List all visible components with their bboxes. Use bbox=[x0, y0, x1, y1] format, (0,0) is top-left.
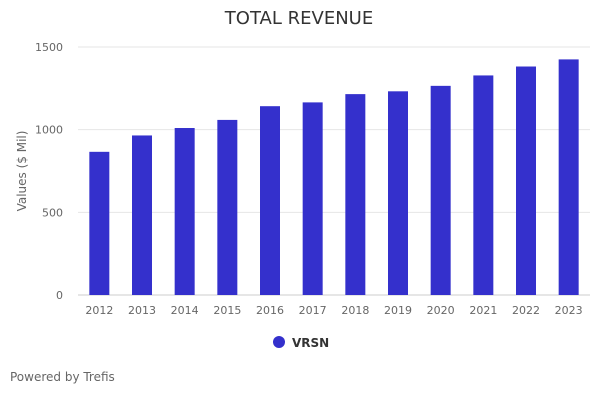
x-axis-ticks: 2012 2013 2014 2015 2016 2017 2018 2019 2020 2021… bbox=[85, 304, 582, 317]
y-axis-ticks: 0 500 1000 1500 bbox=[35, 41, 63, 302]
y-tick-label: 500 bbox=[42, 206, 63, 219]
bar-2014[interactable] bbox=[174, 128, 195, 295]
bar-series-vrsn bbox=[89, 59, 579, 296]
bar-2015[interactable] bbox=[217, 119, 238, 295]
x-tick-label: 2014 bbox=[171, 304, 199, 317]
bar-2023[interactable] bbox=[558, 59, 579, 296]
bar-2019[interactable] bbox=[388, 91, 408, 296]
y-axis-label: Values ($ Mil) bbox=[15, 131, 29, 212]
x-tick-label: 2021 bbox=[469, 304, 497, 317]
x-tick-label: 2020 bbox=[427, 304, 455, 317]
bar-2022[interactable] bbox=[516, 66, 536, 295]
y-tick-label: 1500 bbox=[35, 41, 63, 54]
x-tick-label: 2023 bbox=[555, 304, 583, 317]
bar-2016[interactable] bbox=[260, 106, 280, 295]
x-tick-label: 2018 bbox=[341, 304, 369, 317]
x-tick-label: 2015 bbox=[213, 304, 241, 317]
bar-2018[interactable] bbox=[345, 94, 366, 296]
bar-2012[interactable] bbox=[89, 151, 110, 295]
x-tick-label: 2017 bbox=[299, 304, 327, 317]
bar-2020[interactable] bbox=[430, 85, 451, 295]
legend[interactable]: VRSN bbox=[273, 336, 329, 350]
powered-by-credit: Powered by Trefis bbox=[10, 370, 115, 384]
legend-swatch-vrsn[interactable] bbox=[273, 336, 285, 348]
grid-lines bbox=[78, 46, 590, 296]
x-tick-label: 2016 bbox=[256, 304, 284, 317]
x-tick-label: 2012 bbox=[85, 304, 113, 317]
x-tick-label: 2013 bbox=[128, 304, 156, 317]
bar-2013[interactable] bbox=[132, 135, 152, 295]
bar-2017[interactable] bbox=[302, 102, 323, 296]
legend-label-vrsn[interactable]: VRSN bbox=[292, 336, 329, 350]
bar-2021[interactable] bbox=[473, 75, 494, 295]
x-tick-label: 2022 bbox=[512, 304, 540, 317]
y-tick-label: 1000 bbox=[35, 124, 63, 137]
chart-title: TOTAL REVENUE bbox=[224, 8, 373, 29]
y-tick-label: 0 bbox=[56, 289, 63, 302]
x-tick-label: 2019 bbox=[384, 304, 412, 317]
